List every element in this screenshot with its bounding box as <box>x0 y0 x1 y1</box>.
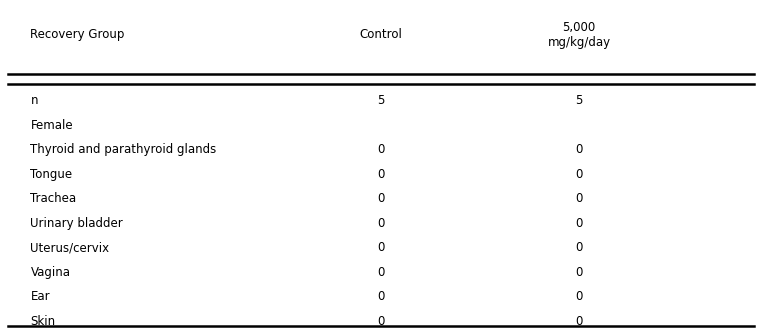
Text: 0: 0 <box>575 168 583 181</box>
Text: n: n <box>30 94 38 108</box>
Text: 0: 0 <box>575 192 583 206</box>
Text: 0: 0 <box>575 217 583 230</box>
Text: 0: 0 <box>377 315 385 328</box>
Text: Female: Female <box>30 119 73 132</box>
Text: Tongue: Tongue <box>30 168 72 181</box>
Text: 0: 0 <box>377 143 385 157</box>
Text: Skin: Skin <box>30 315 56 328</box>
Text: 0: 0 <box>377 168 385 181</box>
Text: Recovery Group: Recovery Group <box>30 28 125 41</box>
Text: 0: 0 <box>575 241 583 255</box>
Text: 0: 0 <box>377 290 385 304</box>
Text: 0: 0 <box>575 290 583 304</box>
Text: 5: 5 <box>377 94 385 108</box>
Text: Vagina: Vagina <box>30 266 70 279</box>
Text: 0: 0 <box>575 315 583 328</box>
Text: 0: 0 <box>575 143 583 157</box>
Text: 0: 0 <box>377 192 385 206</box>
Text: 0: 0 <box>377 241 385 255</box>
Text: 0: 0 <box>377 217 385 230</box>
Text: 5,000
mg/kg/day: 5,000 mg/kg/day <box>548 21 610 49</box>
Text: Urinary bladder: Urinary bladder <box>30 217 123 230</box>
Text: Thyroid and parathyroid glands: Thyroid and parathyroid glands <box>30 143 216 157</box>
Text: Uterus/cervix: Uterus/cervix <box>30 241 110 255</box>
Text: 0: 0 <box>377 266 385 279</box>
Text: 0: 0 <box>575 266 583 279</box>
Text: Ear: Ear <box>30 290 50 304</box>
Text: Trachea: Trachea <box>30 192 77 206</box>
Text: Control: Control <box>360 28 402 41</box>
Text: 5: 5 <box>575 94 583 108</box>
